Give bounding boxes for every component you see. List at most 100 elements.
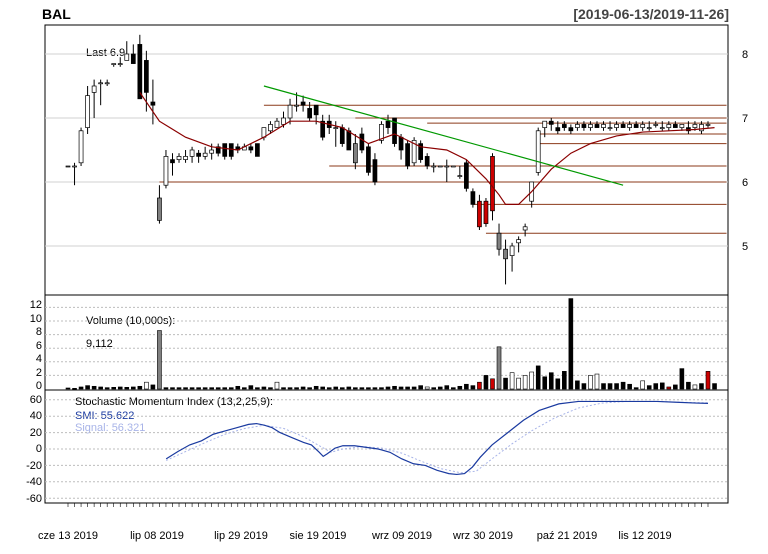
candle-body xyxy=(561,124,567,128)
candle-body xyxy=(104,82,110,85)
volume-bar xyxy=(659,382,665,390)
volume-bar xyxy=(215,387,221,390)
volume-bar xyxy=(313,385,319,390)
volume-bar xyxy=(255,387,260,390)
candle-body xyxy=(672,124,678,128)
volume-bar xyxy=(163,387,169,390)
volume-bar xyxy=(117,386,123,390)
smi-lines xyxy=(165,400,709,476)
candle-body xyxy=(313,104,319,116)
candle-body xyxy=(144,60,149,93)
candle-body xyxy=(620,124,626,128)
candle-body xyxy=(124,53,130,61)
volume-bar xyxy=(398,386,404,390)
candle-body xyxy=(287,104,293,119)
candle-body xyxy=(542,120,548,128)
volume-bar xyxy=(431,387,437,390)
volume-bar xyxy=(542,376,548,390)
trend-line xyxy=(263,85,624,186)
volume-bar xyxy=(359,387,365,390)
volume-bar xyxy=(535,365,541,390)
candle-body xyxy=(222,143,228,157)
candle-body xyxy=(490,156,495,212)
volume-y-tick-6: 6 xyxy=(36,340,42,352)
volume-bar xyxy=(189,387,195,390)
volume-bar xyxy=(607,383,613,390)
volume-bar xyxy=(490,378,495,390)
candle-body xyxy=(150,101,156,106)
candle-body xyxy=(607,127,613,129)
price-y-tick-7: 7 xyxy=(742,113,748,125)
volume-bar xyxy=(483,375,489,390)
candle-body xyxy=(189,149,195,157)
volume-bar xyxy=(268,387,273,390)
candle-body xyxy=(614,124,619,128)
x-tick-1: lip 08 2019 xyxy=(130,530,184,542)
volume-bar xyxy=(712,383,717,390)
volume-bar xyxy=(111,386,117,390)
signal-value-label: Signal: 56.321 xyxy=(75,422,145,434)
volume-bar xyxy=(548,372,554,390)
candle-body xyxy=(444,165,450,168)
x-tick-5: wrz 30 2019 xyxy=(452,530,513,542)
candle-body xyxy=(379,124,384,141)
candle-body xyxy=(333,127,339,129)
candle-body xyxy=(268,124,273,132)
volume-bar xyxy=(261,386,267,390)
smi-line xyxy=(165,400,709,476)
volume-bars xyxy=(65,298,717,390)
price-y-tick-8: 8 xyxy=(742,49,748,61)
candle-body xyxy=(130,53,136,64)
volume-bar xyxy=(457,385,463,390)
volume-bar xyxy=(366,387,371,390)
candle-body xyxy=(209,149,215,154)
candle-body xyxy=(196,152,201,157)
candle-body xyxy=(464,162,469,189)
volume-bar xyxy=(150,384,156,390)
x-tick-4: wrz 09 2019 xyxy=(371,530,432,542)
volume-bar xyxy=(555,378,561,390)
volume-bar xyxy=(699,383,704,390)
candle-body xyxy=(457,175,463,177)
volume-bar xyxy=(424,386,430,390)
volume-bar xyxy=(653,383,659,390)
volume-bar xyxy=(673,384,678,390)
candle-body xyxy=(65,165,71,168)
candle-body xyxy=(640,124,646,128)
candle-body xyxy=(98,82,104,85)
volume-bar xyxy=(242,387,247,390)
smi-y-tick-60: 60 xyxy=(30,394,42,406)
x-tick-marks xyxy=(67,503,709,507)
candle-body xyxy=(307,108,312,119)
smi-y-tick-40: 40 xyxy=(30,410,42,422)
volume-bar xyxy=(686,381,691,390)
moving-average xyxy=(139,92,715,205)
candle-body xyxy=(248,146,254,151)
volume-bar xyxy=(470,385,476,390)
volume-bar xyxy=(235,385,241,390)
candle-body xyxy=(346,130,352,151)
volume-bar xyxy=(124,386,130,390)
candle-body xyxy=(666,124,672,128)
candle-body xyxy=(183,156,188,160)
smi-value-label: SMI: 55.622 xyxy=(75,410,134,422)
candle-body xyxy=(659,127,665,129)
volume-bar xyxy=(85,385,90,390)
volume-bar xyxy=(679,368,685,390)
candle-body xyxy=(679,124,685,128)
candle-body xyxy=(398,136,404,151)
price-y-tick-6: 6 xyxy=(742,177,748,189)
volume-bar xyxy=(575,380,580,390)
x-tick-7: lis 12 2019 xyxy=(618,530,671,542)
volume-bar xyxy=(157,330,162,390)
candle-body xyxy=(176,156,182,160)
volume-y-tick-2: 2 xyxy=(36,367,42,379)
candle-body xyxy=(477,200,482,228)
volume-bar xyxy=(594,373,600,390)
candle-body xyxy=(170,159,175,164)
volume-bar xyxy=(287,387,293,390)
volume-bar xyxy=(248,385,254,390)
candle-body xyxy=(424,156,430,167)
